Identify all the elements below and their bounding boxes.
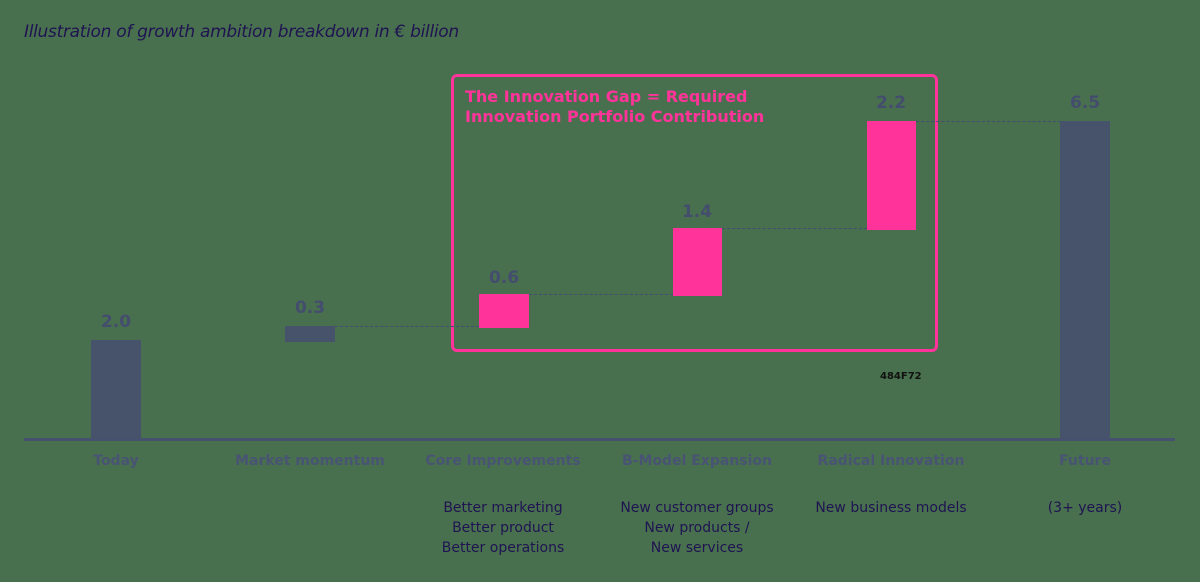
bar-b-model-expansion xyxy=(673,228,722,296)
connector-momentum-core xyxy=(335,326,479,327)
connector-radical-future xyxy=(916,121,1061,122)
category-label-core-improvements: Core Improvements xyxy=(425,453,581,469)
innovation-gap-label-line2: Innovation Portfolio Contribution xyxy=(465,107,765,126)
connector-bmodel-radical xyxy=(722,228,867,229)
category-label-future: Future xyxy=(1059,453,1111,469)
sublabel: New business models xyxy=(815,500,967,516)
sublabel: New customer groups xyxy=(620,500,774,516)
sublabels-future: (3+ years) xyxy=(985,498,1185,518)
sublabels-b-model-expansion: New customer groups New products / New s… xyxy=(597,498,797,558)
sublabel: New products / xyxy=(644,520,750,536)
category-label-today: Today xyxy=(93,453,139,469)
category-label-b-model-expansion: B-Model Expansion xyxy=(622,453,772,469)
bar-market-momentum xyxy=(285,326,335,342)
sublabels-radical-innovation: New business models xyxy=(791,498,991,518)
chart-title: Illustration of growth ambition breakdow… xyxy=(24,22,459,42)
category-label-market-momentum: Market momentum xyxy=(235,453,385,469)
sublabel: (3+ years) xyxy=(1047,500,1123,516)
sublabel: Better marketing xyxy=(443,500,563,516)
value-label-future: 6.5 xyxy=(1069,93,1101,113)
category-label-radical-innovation: Radical Innovation xyxy=(817,453,965,469)
sublabel: Better product xyxy=(452,520,554,536)
value-label-market-momentum: 0.3 xyxy=(294,298,326,318)
bar-today xyxy=(91,340,141,440)
x-axis-line xyxy=(24,438,1175,441)
bar-radical-innovation xyxy=(867,121,916,230)
color-code-note: 484F72 xyxy=(880,371,922,382)
innovation-gap-label-line1: The Innovation Gap = Required xyxy=(465,87,748,106)
innovation-gap-label: The Innovation Gap = Required Innovation… xyxy=(465,87,764,127)
sublabel: New services xyxy=(650,540,744,556)
bar-core-improvements xyxy=(479,294,529,328)
sublabels-core-improvements: Better marketing Better product Better o… xyxy=(403,498,603,558)
value-label-core-improvements: 0.6 xyxy=(488,268,520,288)
sublabel: Better operations xyxy=(441,540,565,556)
value-label-radical-innovation: 2.2 xyxy=(875,93,907,113)
value-label-today: 2.0 xyxy=(100,312,132,332)
innovation-gap-box xyxy=(451,74,938,352)
bar-future xyxy=(1060,121,1110,440)
connector-core-bmodel xyxy=(529,294,673,295)
value-label-b-model-expansion: 1.4 xyxy=(681,202,713,222)
